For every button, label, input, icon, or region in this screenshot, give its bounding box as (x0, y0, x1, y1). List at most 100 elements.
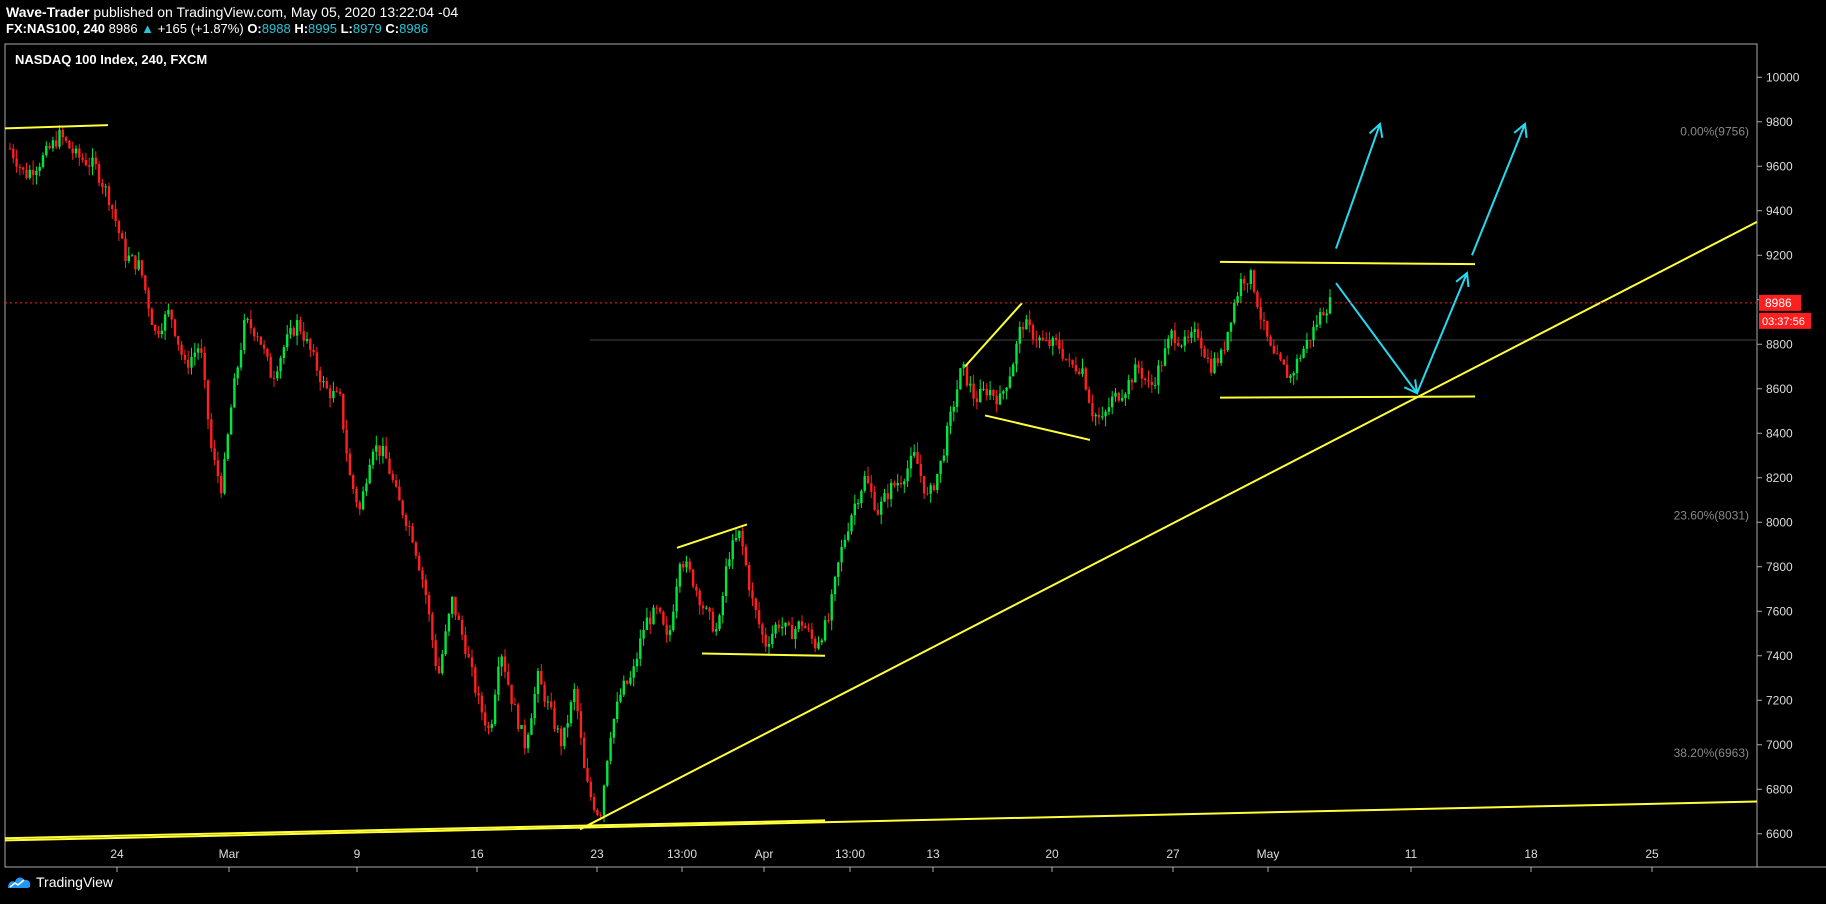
current-price-tag (1759, 294, 1801, 311)
candle-body (421, 570, 424, 580)
projection-arrow[interactable] (1335, 282, 1418, 394)
candle-body (523, 725, 526, 749)
candle-body (556, 728, 559, 730)
y-tick-label: 8800 (1766, 337, 1793, 351)
author-name[interactable]: Wave-Trader (6, 4, 90, 20)
candle-body (810, 629, 814, 639)
projection-arrow[interactable] (1416, 272, 1468, 394)
candle-body (1318, 312, 1322, 325)
candle-body (101, 182, 104, 188)
candle-body (35, 170, 38, 175)
trendline[interactable] (676, 523, 748, 549)
candle-body (1289, 375, 1292, 378)
candle-body (1124, 394, 1127, 399)
candle-body (276, 371, 279, 379)
candle-body (566, 723, 569, 728)
y-tick-label: 9200 (1766, 248, 1793, 262)
candle-body (315, 352, 319, 371)
candle-body (477, 692, 480, 696)
trendline[interactable] (4, 800, 1758, 842)
candle-body (1160, 365, 1163, 367)
candle-body (1266, 321, 1269, 337)
candle-body (503, 656, 507, 672)
candle-body (1193, 329, 1196, 333)
candle-body (1302, 348, 1305, 358)
footer-brand[interactable]: TradingView (6, 874, 113, 890)
candle-body (484, 712, 487, 726)
candle-body (1084, 368, 1087, 390)
y-tick-label: 9600 (1766, 159, 1793, 173)
arrow-head-icon (1368, 122, 1384, 138)
candle-body (286, 334, 289, 348)
candle-body (8, 148, 12, 150)
close-value: 8986 (399, 21, 429, 36)
candle-body (1226, 331, 1229, 351)
candle-body (668, 630, 672, 635)
candle-body (25, 169, 28, 178)
candle-body (820, 640, 823, 643)
candle-body (154, 324, 157, 331)
candle-body (299, 320, 302, 332)
candle-body (210, 419, 213, 449)
candle-body (97, 164, 101, 183)
candle-body (1236, 296, 1239, 303)
trendline[interactable] (701, 652, 826, 657)
change-value: +165 (+1.87%) (157, 21, 244, 36)
candle-body (460, 619, 464, 635)
candle-body (71, 148, 74, 154)
candle-body (1312, 326, 1315, 341)
candle-body (1239, 279, 1243, 297)
candle-body (751, 590, 754, 599)
candle-body (880, 501, 883, 515)
candle-body (140, 260, 144, 276)
candle-body (639, 638, 642, 659)
candle-body (589, 781, 592, 798)
trendline[interactable] (1219, 260, 1476, 266)
projection-arrow[interactable] (1335, 123, 1381, 249)
candle-body (520, 725, 523, 729)
trendline[interactable] (984, 414, 1091, 441)
candle-body (1203, 348, 1206, 358)
candle-body (1246, 283, 1249, 285)
candle-body (969, 383, 972, 386)
candle-body (724, 566, 728, 596)
candle-body (470, 657, 474, 668)
countdown-tag (1759, 312, 1811, 329)
candle-body (748, 565, 751, 591)
open-value: 8988 (261, 21, 291, 36)
candle-body (1107, 407, 1111, 412)
candle-body (1061, 348, 1064, 359)
candle-body (309, 338, 312, 350)
candle-body (1068, 359, 1071, 361)
candle-body (150, 308, 154, 325)
candle-body (200, 348, 203, 353)
trendline[interactable] (4, 819, 826, 840)
candle-body (510, 684, 513, 705)
trendline[interactable] (964, 302, 1023, 368)
candle-body (282, 347, 286, 358)
candle-body (1256, 291, 1259, 307)
candle-body (434, 640, 437, 667)
candle-body (117, 221, 121, 234)
candle-body (249, 319, 253, 329)
trendline[interactable] (1219, 395, 1476, 399)
candle-body (649, 617, 652, 625)
candle-body (1305, 339, 1309, 349)
projection-arrow[interactable] (1471, 123, 1526, 256)
candle-body (134, 255, 137, 270)
countdown-value: 03:37:56 (1762, 316, 1805, 328)
x-tick-label: 13 (926, 847, 940, 861)
candle-body (949, 411, 952, 426)
candle-body (787, 622, 790, 625)
trendline[interactable] (4, 124, 109, 130)
candle-body (414, 542, 418, 556)
candle-body (754, 598, 757, 611)
candle-body (418, 555, 421, 571)
trendline[interactable] (579, 220, 1758, 831)
candle-body (952, 406, 955, 412)
y-tick-label: 8200 (1766, 471, 1793, 485)
candle-body (916, 452, 919, 464)
y-tick-label: 7200 (1766, 693, 1793, 707)
candle-body (1130, 379, 1134, 383)
